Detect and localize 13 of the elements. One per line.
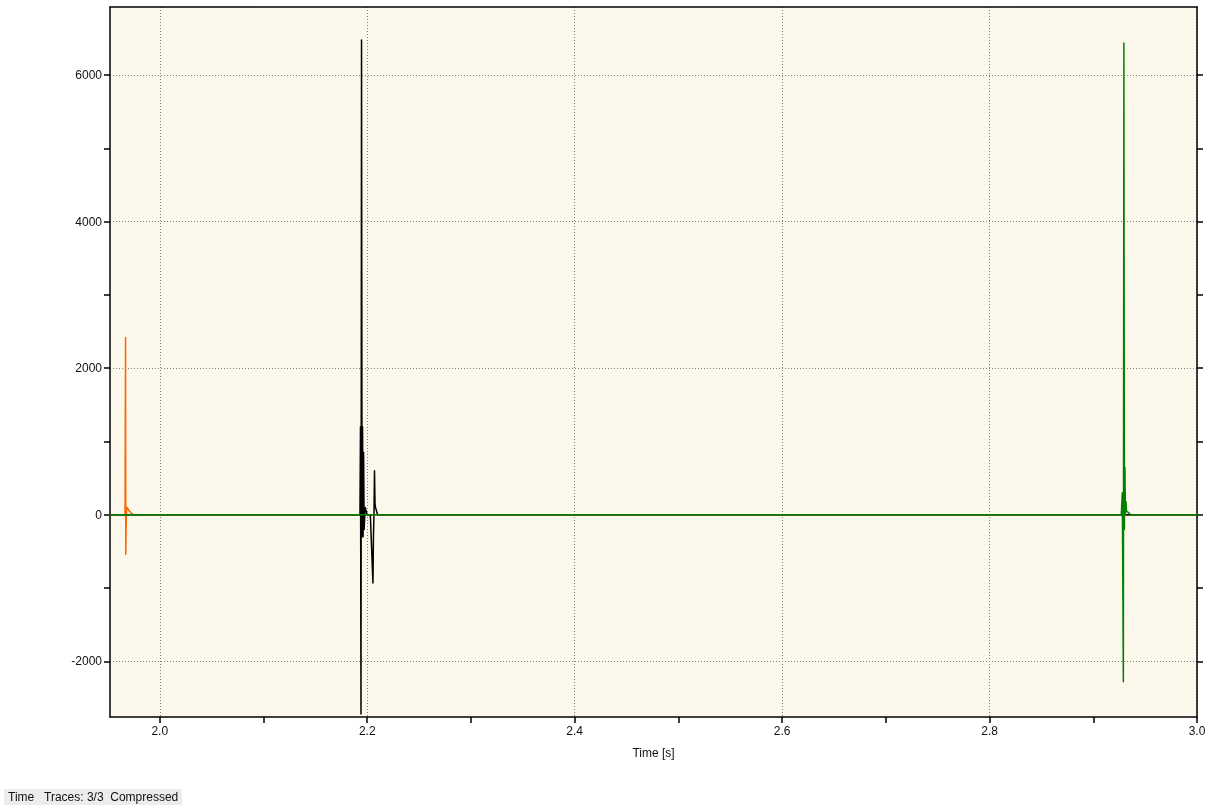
y-tick-label: -2000 xyxy=(71,654,103,669)
x-axis-title: Time [s] xyxy=(632,746,675,760)
x-tick-label: 2.8 xyxy=(981,724,999,738)
x-tick-label: 2.2 xyxy=(358,724,376,738)
y-tick-label: 0 xyxy=(95,507,103,522)
x-tick-label: 3.0 xyxy=(1188,724,1206,738)
x-tick-label: 2.4 xyxy=(566,724,584,738)
y-tick-label: 4000 xyxy=(75,214,103,229)
y-tick-label: 6000 xyxy=(75,68,103,83)
x-tick-label: 2.6 xyxy=(773,724,791,738)
y-tick-label: 2000 xyxy=(75,361,103,376)
text: Time Traces: 3/3 Compressed xyxy=(4,789,183,805)
x-tick-label: 2.0 xyxy=(151,724,169,738)
